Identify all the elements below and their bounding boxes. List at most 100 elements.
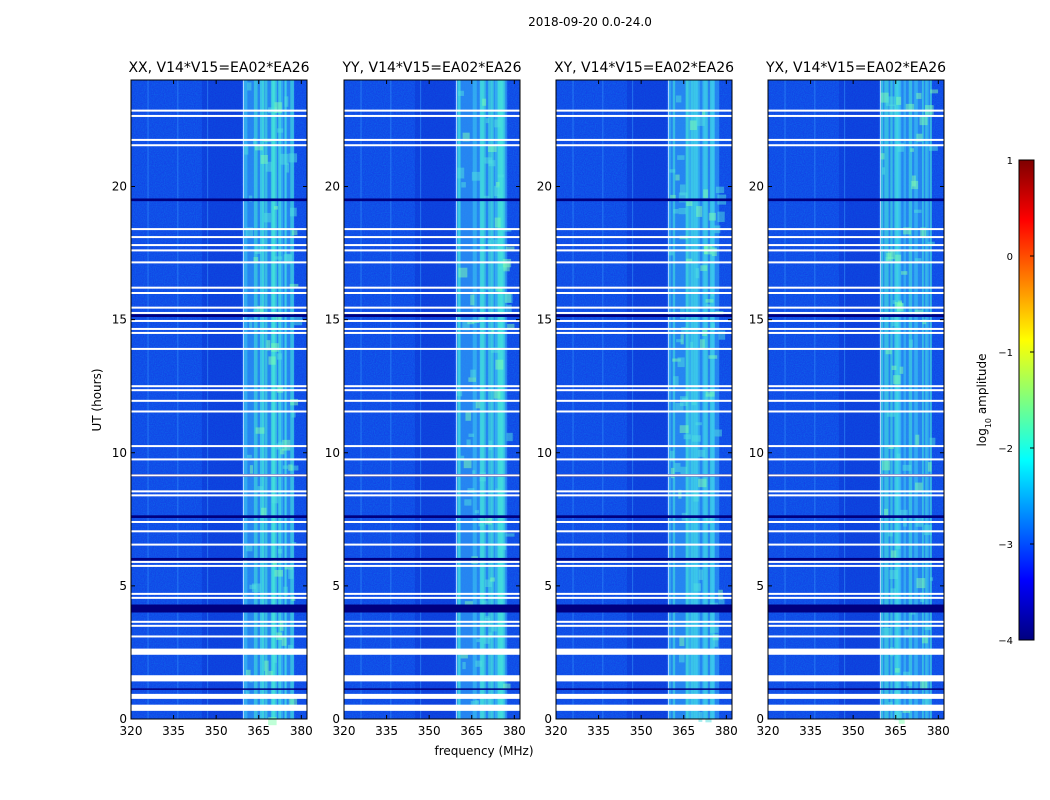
flagged-row [768,543,944,546]
colorbar-tick-label: −2 [998,444,1013,455]
flagged-row [131,652,307,655]
y-tick-label: 0 [756,712,764,726]
rfi-patch [705,391,715,397]
rfi-streak [930,80,932,719]
rfi-patch [505,293,513,303]
flagged-row [768,458,944,461]
panel-frame [767,79,945,720]
x-tick-label: 335 [587,724,610,738]
x-tick-label: 380 [927,724,950,738]
rfi-patch [265,161,273,172]
flagged-row [131,560,307,563]
rfi-patch [482,98,487,106]
rfi-patch [288,568,294,579]
flagged-row [556,399,732,402]
rfi-streak [271,80,276,719]
flagged-row [344,331,520,334]
x-tick-label: 365 [247,724,270,738]
rfi-streak [499,80,503,719]
rfi-patch [680,466,688,477]
flagged-row [556,236,732,239]
rfi-patch [920,227,926,238]
rfi-streak [262,80,265,719]
rfi-patch [708,355,718,359]
y-tick-label: 5 [119,579,127,593]
flagged-row [131,249,307,252]
flagged-row [556,520,732,523]
rfi-patch [487,145,497,152]
flagged-row [556,244,732,247]
flagged-row [556,114,732,117]
rfi-patch [457,167,465,179]
flagged-row [344,385,520,388]
rfi-patch [485,118,490,124]
rfi-patch [888,530,893,537]
no-data-band [768,604,944,613]
y-tick-label: 5 [756,579,764,593]
flagged-row [131,410,307,413]
rfi-patch [677,155,685,160]
x-tick-label: 380 [715,724,738,738]
flagged-row [556,306,732,309]
flagged-row [131,261,307,264]
no-data-band [344,314,520,317]
colorbar-gradient [1018,159,1035,641]
flagged-row [768,286,944,289]
rfi-patch [678,192,688,203]
rfi-patch [681,326,687,335]
rfi-patch [468,433,475,437]
rfi-patch [470,700,479,705]
flagged-row [768,490,944,493]
rfi-streak [908,80,913,719]
flagged-row [344,244,520,247]
rfi-patch [475,699,479,704]
rfi-patch [507,323,515,329]
rfi-patch [891,365,897,371]
flagged-row [556,445,732,448]
rfi-patch [882,460,891,471]
rfi-streak [926,80,929,719]
y-tick-label: 5 [544,579,552,593]
rfi-patch [467,320,475,325]
flagged-row [344,675,520,681]
rfi-patch [930,89,939,94]
rfi-patch [718,330,726,340]
y-tick-label: 20 [325,180,340,194]
rfi-patch [484,697,492,708]
flagged-row [131,704,307,707]
panel-4: YX, V14*V15=EA02*EA26 320 335 350 365 380 0 5 10… [749,60,950,738]
rfi-patch [708,212,716,221]
flagged-row [344,327,520,330]
x-tick-label: 320 [333,724,356,738]
flagged-row [131,648,307,654]
rfi-patch [670,194,676,201]
rfi-patch [929,577,934,581]
flagged-row [768,261,944,264]
rfi-patch [678,489,682,499]
flagged-row [131,592,307,595]
rfi-patch [882,627,891,639]
rfi-patch [895,254,902,262]
flagged-row [131,490,307,493]
rfi-patch [463,460,472,469]
flagged-row [768,138,944,141]
rfi-patch [699,339,705,350]
rfi-streak [253,80,258,719]
flagged-row [556,286,732,289]
rfi-patch [711,247,717,257]
flagged-row [344,560,520,563]
rfi-patch [901,271,908,275]
panel-title: YX, V14*V15=EA02*EA26 [765,60,946,76]
flagged-row [768,249,944,252]
rfi-patch [289,283,299,288]
flagged-row [556,543,732,546]
flagged-row [768,306,944,309]
panel-1: XX, V14*V15=EA02*EA26 320 335 350 365 380 0 5 10… [112,60,313,738]
flagged-row [556,144,732,147]
flagged-row [131,445,307,448]
flagged-row [556,228,732,231]
rfi-streak [925,80,927,719]
flagged-row [556,249,732,252]
flagged-row [344,389,520,392]
rfi-patch [288,153,298,163]
